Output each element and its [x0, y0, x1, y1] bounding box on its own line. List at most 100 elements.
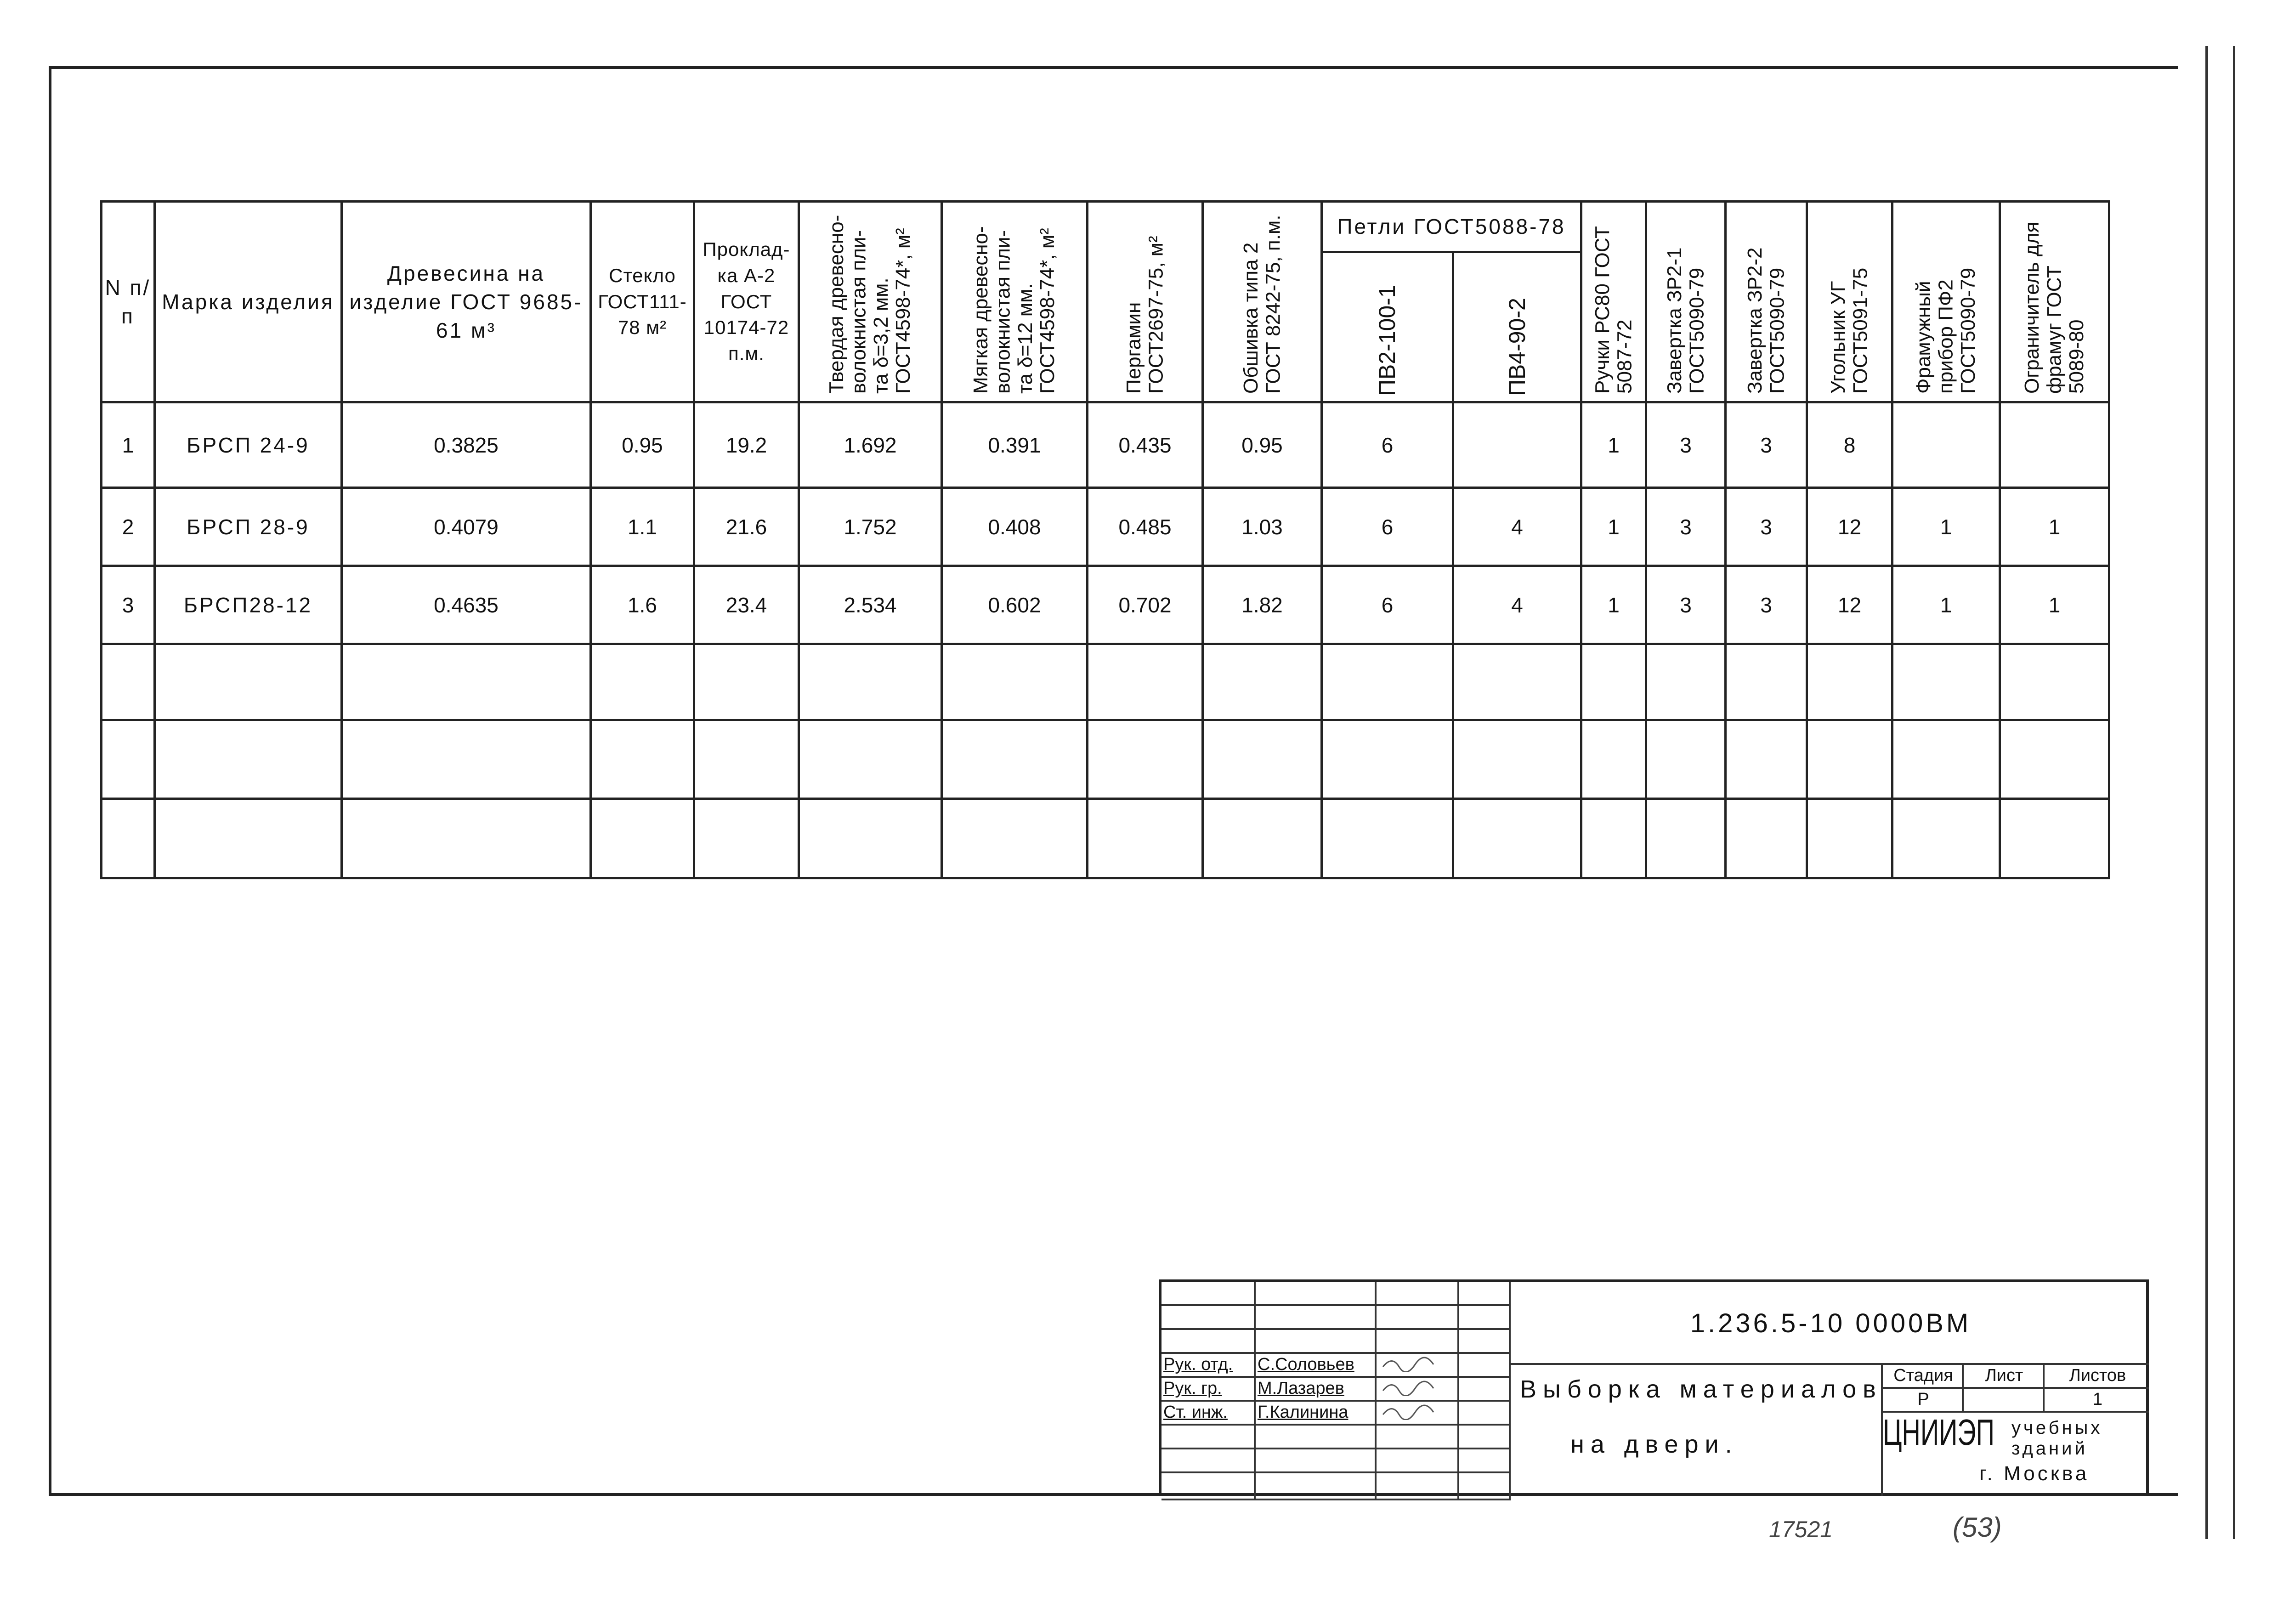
table-cell [1320, 719, 1454, 800]
organization: ЦНИИЭП учебных зданий г. Москва [1883, 1413, 2149, 1496]
title-block-cell [1256, 1282, 1377, 1306]
table-cell [1320, 643, 1454, 721]
table-cell [1891, 798, 2001, 879]
table-cell: 0.391 [941, 401, 1088, 489]
table-cell [1645, 798, 1727, 879]
title-block-cell [1377, 1306, 1459, 1330]
header-gasket: Проклад-ка А-2 ГОСТ 10174-72 п.м. [693, 200, 800, 403]
table-cell [1580, 719, 1647, 800]
table-cell [1724, 798, 1808, 879]
header-hinge1: ПВ2-100-1 [1374, 285, 1400, 396]
header-trim: Обшивка типа 2 ГОСТ 8242-75, п.м. [1239, 215, 1284, 394]
table-cell: 0.702 [1086, 565, 1204, 645]
table-cell [1999, 401, 2110, 489]
org-sub-1: учебных [2011, 1418, 2103, 1438]
table-cell [1891, 719, 2001, 800]
frame-line [2205, 46, 2208, 1539]
document-code: 1.236.5-10 0000ВМ [1511, 1282, 2149, 1365]
table-cell: 0.3825 [340, 401, 592, 489]
org-city: г. Москва [1979, 1462, 2090, 1485]
header-hinges: Петли ГОСТ5088-78 [1320, 200, 1582, 253]
table-cell: 0.435 [1086, 401, 1204, 489]
signature [1377, 1354, 1459, 1378]
title-block-cell [1459, 1354, 1511, 1378]
table-cell [1806, 719, 1893, 800]
title-block-cell [1377, 1426, 1459, 1449]
title-block-cell [1377, 1330, 1459, 1354]
org-name: ЦНИИЭП [1883, 1413, 1994, 1453]
table-cell [1452, 719, 1582, 800]
table-cell [589, 719, 695, 800]
table-row [100, 643, 2110, 721]
table-cell: 4 [1452, 487, 1582, 567]
role-label: Ст. инж. [1161, 1402, 1256, 1426]
role-label: Рук. отд. [1161, 1354, 1256, 1378]
title-block-cell [1256, 1426, 1377, 1449]
table-cell: 1.692 [798, 401, 943, 489]
table-cell [693, 719, 800, 800]
page-number: (53) [1953, 1512, 2002, 1543]
title-block-cell [1459, 1282, 1511, 1306]
frame-line [2233, 46, 2235, 1539]
header-mark: Марка изделия [153, 200, 343, 403]
table-cell [1086, 798, 1204, 879]
header-num: N п/п [100, 200, 156, 403]
table-cell [1320, 798, 1454, 879]
header-limiter: Ограничитель для фрамуг ГОСТ 5089-80 [2020, 221, 2088, 394]
table-cell: 1.6 [589, 565, 695, 645]
table-cell [340, 798, 592, 879]
table-cell [693, 643, 800, 721]
table-cell: 1 [1999, 565, 2110, 645]
table-cell: 3 [1645, 487, 1727, 567]
header-hard-board: Твердая древесно-волокнистая пли-та δ=3,… [825, 215, 915, 394]
table-cell [1580, 643, 1647, 721]
table-cell [100, 798, 156, 879]
table-cell: 12 [1806, 487, 1893, 567]
table-cell [941, 643, 1088, 721]
table-cell: 1 [1580, 565, 1647, 645]
person-name: М.Лазарев [1256, 1378, 1377, 1402]
title-block-cell [1161, 1282, 1256, 1306]
table-cell [1645, 643, 1727, 721]
sheet-label: Лист [1964, 1365, 2045, 1389]
title-block-cell [1459, 1426, 1511, 1449]
role-label: Рук. гр. [1161, 1378, 1256, 1402]
sheet-value [1964, 1389, 2045, 1413]
table-cell: 19.2 [693, 401, 800, 489]
table-cell [941, 798, 1088, 879]
table-cell [1201, 798, 1323, 879]
table-cell: 2.534 [798, 565, 943, 645]
header-latch2: Завертка ЗР2-2 ГОСТ5090-79 [1743, 247, 1788, 394]
table-cell [153, 643, 343, 721]
table-cell [798, 643, 943, 721]
table-cell: 0.485 [1086, 487, 1204, 567]
table-row: 1 БРСП 24-9 0.3825 0.95 19.2 1.692 0.391 0.435 0… [100, 401, 2110, 489]
table-cell: 3 [1724, 565, 1808, 645]
org-sub-2: зданий [2011, 1438, 2088, 1459]
table-cell: 23.4 [693, 565, 800, 645]
table-cell: 1 [1999, 487, 2110, 567]
table-cell: 4 [1452, 565, 1582, 645]
table-cell: 6 [1320, 487, 1454, 567]
table-cell: 0.4079 [340, 487, 592, 567]
table-row [100, 798, 2110, 879]
table-cell: 21.6 [693, 487, 800, 567]
table-cell [1999, 643, 2110, 721]
table-cell: БРСП 24-9 [153, 401, 343, 489]
table-cell: 1 [1580, 401, 1647, 489]
table-cell [693, 798, 800, 879]
table-cell: 1 [100, 401, 156, 489]
title-block-cell [1377, 1282, 1459, 1306]
person-name: Г.Калинина [1256, 1402, 1377, 1426]
table-cell [340, 719, 592, 800]
table-cell [340, 643, 592, 721]
person-name: С.Соловьев [1256, 1354, 1377, 1378]
table-cell: БРСП28-12 [153, 565, 343, 645]
table-cell [1201, 719, 1323, 800]
signature [1377, 1378, 1459, 1402]
title-block-cell [1161, 1330, 1256, 1354]
document-title: Выборка материалов на двери. [1511, 1365, 1883, 1496]
header-soft-board: Мягкая древесно-волокнистая пли-та δ=12 … [969, 226, 1059, 394]
table-cell: 0.95 [589, 401, 695, 489]
title-block-cell [1459, 1330, 1511, 1354]
